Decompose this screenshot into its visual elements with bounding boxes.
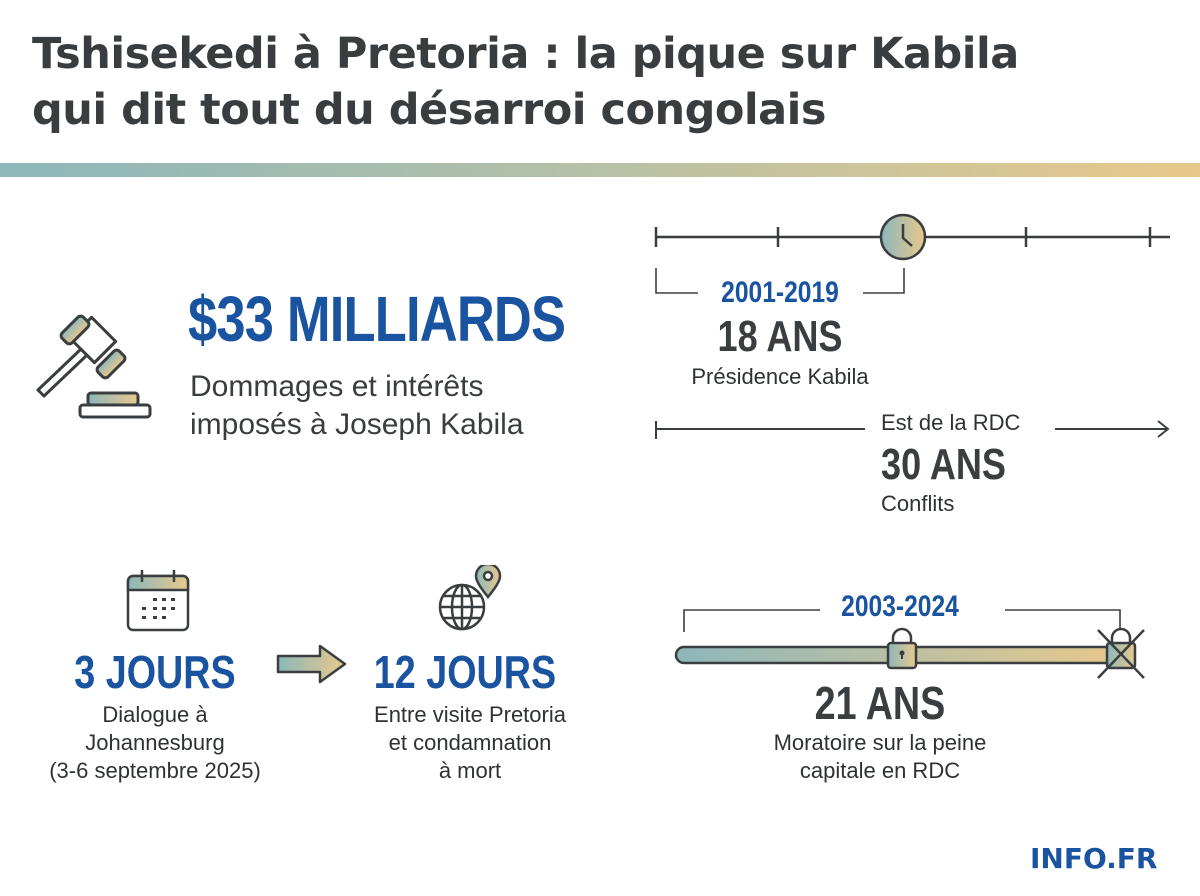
calendar-icon [126,570,190,632]
damages-value: $33 MILLIARDS [188,283,566,355]
moratorium-range: 2003-2024 [841,590,959,623]
damages-description: Dommages et intérêts imposés à Joseph Ka… [190,370,524,441]
interval-description: Entre visite Pretoria et condamnation à … [374,702,566,783]
title-line-1: Tshisekedi à Pretoria : la pique sur Kab… [32,29,1019,79]
brand-logo: INFO.FR [1030,842,1158,875]
presidency-label: Présidence Kabila [691,364,869,389]
conflicts-value: 30 ANS [881,440,1006,489]
arrow-right-icon [276,644,347,684]
interval-value: 12 JOURS [373,646,557,698]
presidency-value: 18 ANS [717,312,843,361]
globe-pin-icon [438,565,502,631]
presidency-timeline [654,213,1170,294]
conflicts-region: Est de la RDC [881,410,1021,435]
conflicts-arrow [655,420,1170,439]
moratorium-value: 21 ANS [814,677,946,729]
conflicts-label: Conflits [881,491,955,516]
gradient-divider [0,163,1200,177]
moratorium-description: Moratoire sur la peine capitale en RDC [773,730,987,783]
gavel-icon [36,314,152,419]
presidency-range: 2001-2019 [721,276,839,309]
moratorium-bar [674,609,1145,679]
dialogue-description: Dialogue à Johannesburg (3-6 septembre 2… [49,702,261,783]
title-line-2: qui dit tout du désarroi congolais [32,85,827,135]
dialogue-value: 3 JOURS [74,646,236,698]
page-title: Tshisekedi à Pretoria : la pique sur Kab… [32,26,1182,138]
